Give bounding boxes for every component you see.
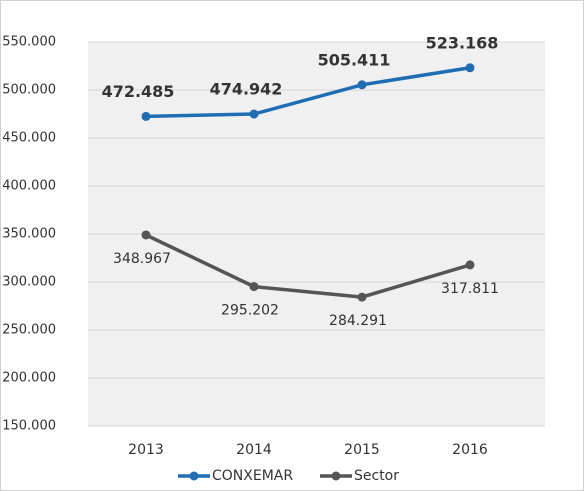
- legend-marker: [189, 471, 199, 481]
- data-label: 348.967: [113, 251, 171, 267]
- data-label: 523.168: [426, 33, 499, 52]
- point: [465, 260, 475, 270]
- point: [249, 282, 259, 292]
- series-line: [145, 233, 471, 299]
- point: [357, 80, 367, 90]
- y-tick-label: 300.000: [2, 275, 56, 290]
- legend-marker: [331, 471, 341, 481]
- legend-label: CONXEMAR: [212, 468, 293, 484]
- y-tick-label: 450.000: [2, 131, 56, 146]
- point: [141, 230, 151, 240]
- point: [357, 292, 367, 302]
- x-tick-label: 2014: [236, 442, 272, 458]
- x-tick-label: 2013: [128, 442, 164, 458]
- data-label: 472.485: [102, 82, 175, 101]
- legend-label: Sector: [354, 468, 399, 484]
- data-label: 505.411: [318, 50, 391, 69]
- y-tick-label: 200.000: [2, 371, 56, 386]
- point: [141, 111, 151, 121]
- point: [465, 63, 475, 73]
- y-tick-label: 550.000: [2, 35, 56, 50]
- point: [249, 109, 259, 119]
- series-line: [145, 66, 471, 119]
- x-tick-label: 2015: [344, 442, 380, 458]
- y-tick-label: 400.000: [2, 179, 56, 194]
- y-tick-label: 250.000: [2, 323, 56, 338]
- y-tick-label: 350.000: [2, 227, 56, 242]
- x-tick-label: 2016: [452, 442, 488, 458]
- data-label: 317.811: [441, 281, 499, 297]
- y-tick-label: 150.000: [2, 419, 56, 434]
- data-label: 295.202: [221, 303, 279, 319]
- data-label: 284.291: [329, 313, 387, 329]
- y-tick-label: 500.000: [2, 83, 56, 98]
- data-label: 474.942: [210, 80, 283, 99]
